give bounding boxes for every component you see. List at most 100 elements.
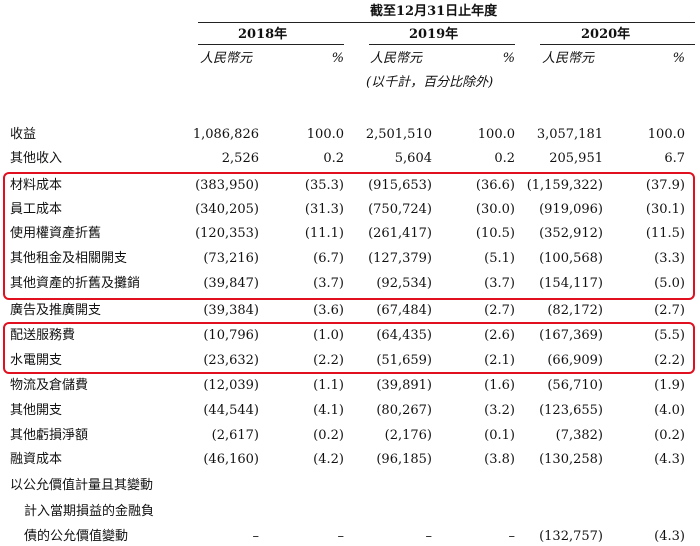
cell-pct-2019: (3.7) xyxy=(484,276,515,291)
cell-pct-2018: (6.7) xyxy=(313,251,344,266)
cell-pct-2020: (0.2) xyxy=(654,428,685,443)
cell-pct-2018: (31.3) xyxy=(304,202,344,217)
row-label: 融資成本 xyxy=(10,452,63,467)
cell-pct-2019: (2.6) xyxy=(484,328,515,343)
cell-amount-2020: 205,951 xyxy=(549,151,603,166)
cell-pct-2018: (1.1) xyxy=(313,378,344,393)
cell-amount-2018: (44,544) xyxy=(203,403,259,418)
cell-amount-2020: (123,655) xyxy=(539,403,603,418)
cell-amount-2020: (66,909) xyxy=(547,353,603,368)
row-label: 債的公允價值變動 xyxy=(24,529,129,544)
cell-amount-2018: 2,526 xyxy=(221,151,259,166)
cell-pct-2018: (3.7) xyxy=(313,276,344,291)
period-title: 截至12月31日止年度 xyxy=(370,4,498,19)
cell-amount-2020: (154,117) xyxy=(539,276,603,291)
highlight-box-costs xyxy=(3,172,695,300)
cell-amount-2019: (80,267) xyxy=(376,403,432,418)
cell-pct-2020: (3.3) xyxy=(654,251,685,266)
row-label: 其他收入 xyxy=(10,151,63,166)
cell-amount-2020: (56,710) xyxy=(547,378,603,393)
cell-pct-2019: (5.1) xyxy=(484,251,515,266)
cell-pct-2020: (1.9) xyxy=(654,378,685,393)
cell-amount-2018: (46,160) xyxy=(203,452,259,467)
cell-pct-2019: (3.2) xyxy=(484,403,515,418)
cell-pct-2019: – xyxy=(508,529,516,544)
highlight-box-services xyxy=(3,322,695,374)
year-2019: 2019年 xyxy=(409,27,459,42)
row-label: 其他虧損淨額 xyxy=(10,428,89,443)
cell-pct-2020: (5.0) xyxy=(654,276,685,291)
cell-amount-2020: (7,382) xyxy=(555,428,603,443)
cell-amount-2018: (340,205) xyxy=(195,202,259,217)
cell-amount-2018: (383,950) xyxy=(195,178,259,193)
cell-pct-2018: (2.2) xyxy=(313,353,344,368)
cell-pct-2019: (0.1) xyxy=(484,428,515,443)
cell-amount-2018: (120,353) xyxy=(195,226,259,241)
percent-2020: % xyxy=(672,51,685,66)
cell-pct-2019: (2.1) xyxy=(484,353,515,368)
cell-amount-2019: (915,653) xyxy=(368,178,432,193)
cell-pct-2019: 100.0 xyxy=(477,127,515,142)
currency-2020: 人民幣元 xyxy=(542,51,595,66)
cell-amount-2020: (130,258) xyxy=(539,452,603,467)
cell-amount-2020: (1,159,322) xyxy=(526,178,603,193)
cell-amount-2019: 5,604 xyxy=(394,151,432,166)
cell-pct-2020: (4.3) xyxy=(654,529,685,544)
year-rule-2018 xyxy=(198,44,344,45)
cell-pct-2019: (1.6) xyxy=(484,378,515,393)
year-2018: 2018年 xyxy=(238,27,288,42)
cell-amount-2018: (73,216) xyxy=(203,251,259,266)
cell-amount-2019: (51,659) xyxy=(376,353,432,368)
cell-pct-2020: (11.5) xyxy=(645,226,685,241)
cell-amount-2018: (12,039) xyxy=(203,378,259,393)
cell-pct-2020: (4.0) xyxy=(654,403,685,418)
cell-pct-2018: – xyxy=(337,529,345,544)
cell-amount-2020: (919,096) xyxy=(539,202,603,217)
percent-2018: % xyxy=(331,51,344,66)
row-label: 以公允價值計量且其變動 xyxy=(10,478,154,493)
cell-pct-2018: 0.2 xyxy=(323,151,344,166)
year-rule-2020 xyxy=(540,44,695,45)
cell-pct-2019: (30.0) xyxy=(475,202,515,217)
cell-pct-2018: 100.0 xyxy=(306,127,344,142)
cell-pct-2018: (4.2) xyxy=(313,452,344,467)
cell-amount-2020: (167,369) xyxy=(539,328,603,343)
row-label: 使用權資產折舊 xyxy=(10,226,102,241)
row-label: 其他資產的折舊及攤銷 xyxy=(10,276,141,291)
percent-2019: % xyxy=(502,51,515,66)
cell-amount-2018: (39,847) xyxy=(203,276,259,291)
cell-pct-2020: (2.7) xyxy=(654,303,685,318)
row-label: 收益 xyxy=(10,127,37,142)
row-label: 其他開支 xyxy=(10,403,63,418)
cell-amount-2020: (352,912) xyxy=(539,226,603,241)
cell-pct-2020: 100.0 xyxy=(647,127,685,142)
year-2020: 2020年 xyxy=(581,27,631,42)
cell-pct-2019: (36.6) xyxy=(475,178,515,193)
row-label: 材料成本 xyxy=(10,178,63,193)
row-label: 物流及倉儲費 xyxy=(10,378,89,393)
cell-amount-2018: (10,796) xyxy=(203,328,259,343)
cell-amount-2019: (67,484) xyxy=(376,303,432,318)
cell-pct-2018: (4.1) xyxy=(313,403,344,418)
cell-amount-2020: 3,057,181 xyxy=(536,127,603,142)
currency-2019: 人民幣元 xyxy=(370,51,423,66)
cell-pct-2019: (3.8) xyxy=(484,452,515,467)
cell-amount-2018: 1,086,826 xyxy=(192,127,259,142)
currency-2018: 人民幣元 xyxy=(200,51,253,66)
row-label: 其他租金及相關開支 xyxy=(10,251,128,266)
cell-amount-2019: (2,176) xyxy=(384,428,432,443)
cell-amount-2019: (261,417) xyxy=(368,226,432,241)
cell-pct-2019: (10.5) xyxy=(475,226,515,241)
cell-amount-2018: (39,384) xyxy=(203,303,259,318)
year-rule-2019 xyxy=(369,44,515,45)
cell-pct-2018: (3.6) xyxy=(313,303,344,318)
cell-amount-2018: (23,632) xyxy=(203,353,259,368)
cell-pct-2020: 6.7 xyxy=(664,151,685,166)
row-label: 配送服務費 xyxy=(10,328,76,343)
cell-pct-2020: (4.3) xyxy=(654,452,685,467)
period-rule xyxy=(198,22,695,23)
cell-pct-2020: (37.9) xyxy=(645,178,685,193)
cell-amount-2019: 2,501,510 xyxy=(365,127,432,142)
cell-amount-2019: (750,724) xyxy=(368,202,432,217)
